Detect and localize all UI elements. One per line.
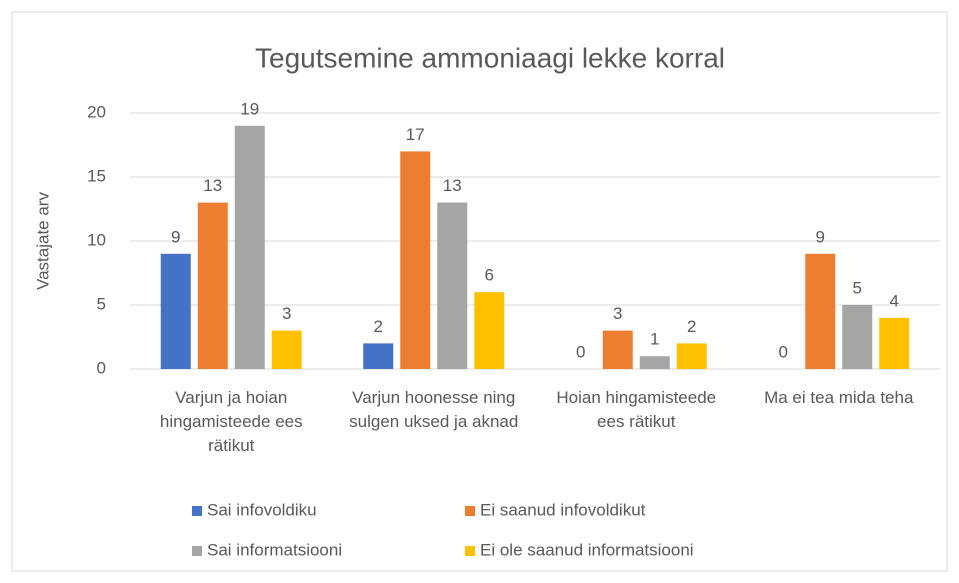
- y-tick-label: 5: [97, 294, 106, 313]
- bar: [234, 125, 265, 369]
- bar: [474, 292, 505, 369]
- x-tick-label: Varjun ja hoian hingamisteede ees rätiku…: [159, 388, 303, 455]
- bar: [363, 343, 394, 369]
- x-tick-label: Varjun hoonesse ning sulgen uksed ja akn…: [349, 388, 519, 431]
- data-label: 6: [485, 266, 494, 285]
- data-label: 3: [613, 304, 622, 323]
- data-label: 13: [443, 176, 462, 195]
- data-label: 4: [890, 291, 899, 310]
- bar: [160, 253, 191, 369]
- bar: [400, 151, 431, 369]
- legend-label: Sai infovoldiku: [207, 500, 317, 519]
- y-tick-label: 10: [87, 230, 106, 249]
- data-label: 2: [374, 317, 383, 336]
- data-label: 2: [687, 317, 696, 336]
- bar: [602, 330, 633, 369]
- bar: [805, 253, 836, 369]
- data-label: 3: [282, 304, 291, 323]
- y-tick-label: 15: [87, 166, 106, 185]
- legend-swatch: [465, 506, 475, 516]
- data-label: 13: [203, 176, 222, 195]
- legend-label: Ei ole saanud informatsiooni: [480, 540, 694, 559]
- data-label: 0: [779, 342, 788, 361]
- legend-label: Ei saanud infovoldikut: [480, 500, 646, 519]
- legend-swatch: [192, 546, 202, 556]
- bar: [842, 305, 873, 369]
- chart-title: Tegutsemine ammoniaagi lekke korral: [255, 42, 725, 73]
- data-label: 0: [576, 342, 585, 361]
- data-label: 1: [650, 330, 659, 349]
- legend-swatch: [192, 506, 202, 516]
- data-label: 9: [171, 227, 180, 246]
- bar: [197, 202, 228, 369]
- bar: [639, 356, 670, 369]
- legend-label: Sai informatsiooni: [207, 540, 342, 559]
- x-tick-label: Ma ei tea mida teha: [764, 388, 914, 407]
- bar: [879, 317, 910, 369]
- y-tick-label: 0: [97, 358, 106, 377]
- bar: [271, 330, 302, 369]
- data-label: 9: [816, 227, 825, 246]
- y-tick-label: 20: [87, 102, 106, 121]
- legend-swatch: [465, 546, 475, 556]
- data-label: 19: [240, 99, 259, 118]
- data-label: 5: [853, 278, 862, 297]
- data-label: 17: [406, 125, 425, 144]
- bar: [437, 202, 468, 369]
- bar: [676, 343, 707, 369]
- x-tick-label: Hoian hingamisteede ees rätikut: [556, 388, 717, 431]
- y-axis-title: Vastajate arv: [33, 192, 52, 290]
